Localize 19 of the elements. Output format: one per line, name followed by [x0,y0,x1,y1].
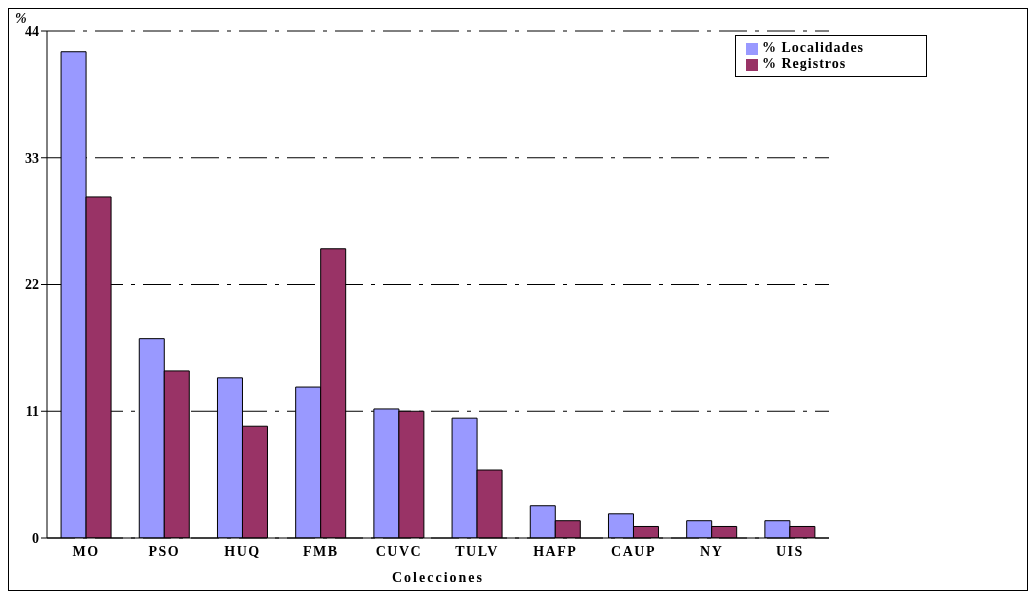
x-tick-label: HAFP [533,543,578,559]
x-tick-label: CAUP [611,543,656,559]
x-tick-label: HUQ [224,543,261,559]
y-tick-label: 0 [32,530,39,546]
legend-label: % Registros [762,56,847,71]
y-tick-label: 44 [25,23,39,39]
y-tick-label: 22 [25,277,39,293]
x-tick-label: UIS [775,543,804,559]
x-axis-title: Colecciones [392,570,484,585]
y-tick-label: 11 [25,404,39,420]
x-tick-label: NY [700,543,724,559]
x-tick-label: CUVC [375,543,423,559]
legend-label: % Localidades [762,40,865,55]
y-tick-label: 33 [25,150,39,166]
x-tick-label: TULV [455,543,499,559]
y-axis-title: % [15,11,27,26]
x-tick-label: MO [72,543,100,559]
x-tick-label: FMB [302,543,339,559]
x-tick-label: PSO [148,543,181,559]
